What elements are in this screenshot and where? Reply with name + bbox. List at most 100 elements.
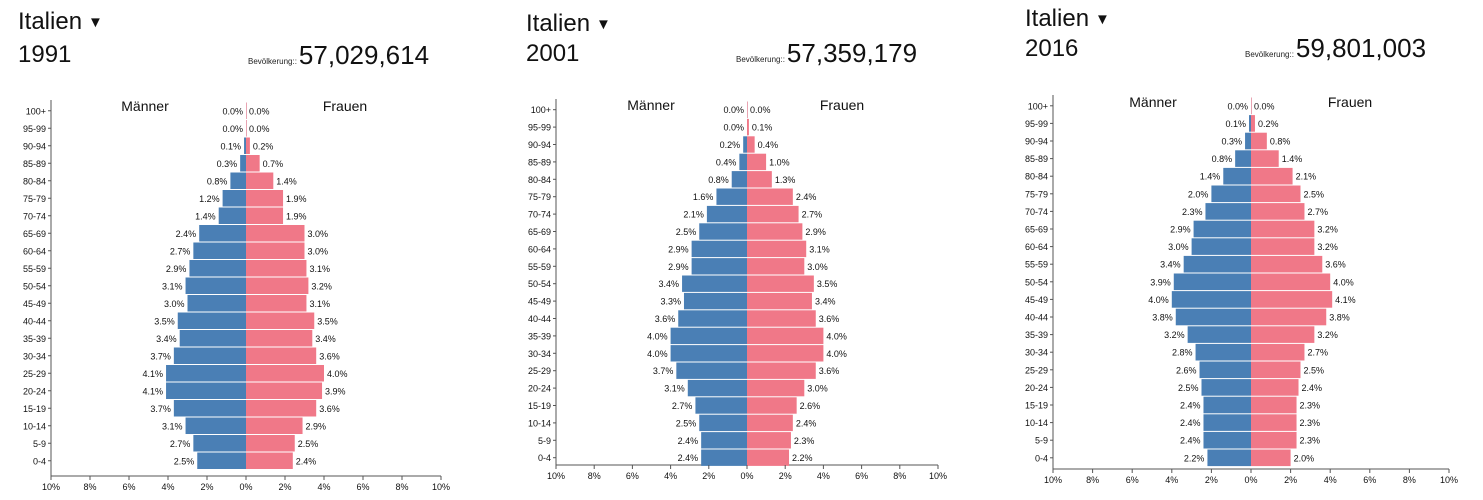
female-bar [1251, 255, 1323, 273]
population-summary: Bevölkerung::57,029,614 [248, 40, 429, 70]
age-group-label: 65-69 [1025, 225, 1048, 235]
female-value-label: 1.9% [286, 211, 307, 221]
male-bar [701, 449, 747, 466]
x-tick-label: 8% [893, 471, 906, 481]
male-bar [1191, 238, 1251, 255]
male-value-label: 4.1% [143, 369, 164, 379]
female-bar [246, 295, 307, 312]
female-bar [1251, 115, 1255, 132]
caret-down-icon: ▼ [596, 16, 611, 33]
x-tick-label: 2% [278, 482, 291, 492]
female-bar [1251, 431, 1297, 449]
female-value-label: 3.1% [309, 299, 330, 309]
x-tick-label: 4% [317, 482, 330, 492]
female-bar [1251, 220, 1315, 238]
age-group-label: 20-24 [23, 386, 46, 396]
female-bar [747, 101, 748, 118]
male-value-label: 2.4% [1180, 436, 1201, 446]
male-bar [185, 277, 246, 294]
female-bar [1251, 326, 1315, 343]
male-value-label: 3.4% [1160, 260, 1181, 270]
female-bar [1251, 238, 1315, 255]
pyramid-panel-2016: Italien ▼ 2016 Bevölkerung::59,801,003 Mä… [1025, 0, 1483, 500]
male-value-label: 2.3% [1182, 207, 1203, 217]
female-value-label: 2.5% [1304, 365, 1325, 375]
male-bar [1175, 308, 1251, 326]
age-group-label: 100+ [26, 106, 46, 116]
female-value-label: 3.6% [819, 366, 840, 376]
country-selector[interactable]: Italien ▼ [18, 8, 103, 39]
female-value-label: 2.1% [1296, 172, 1317, 182]
age-group-label: 90-94 [23, 141, 46, 151]
male-bar [218, 207, 246, 224]
age-group-label: 45-49 [1025, 295, 1048, 305]
age-group-label: 85-89 [528, 157, 551, 167]
female-bar [246, 452, 293, 469]
male-value-label: 3.0% [1168, 242, 1189, 252]
male-value-label: 0.8% [1212, 154, 1233, 164]
x-tick-label: 8% [1086, 475, 1099, 485]
male-value-label: 3.1% [664, 384, 685, 394]
female-value-label: 1.4% [276, 176, 297, 186]
female-bar [246, 172, 274, 189]
female-bar [246, 277, 309, 294]
male-bar [1211, 185, 1251, 203]
age-group-label: 35-39 [1025, 330, 1048, 340]
female-bar [1251, 361, 1301, 379]
female-bar [246, 120, 247, 137]
age-group-label: 40-44 [23, 316, 46, 326]
x-tick-label: 10% [547, 471, 565, 481]
male-bar [691, 240, 747, 258]
male-value-label: 3.9% [1150, 277, 1171, 287]
male-value-label: 2.0% [1188, 189, 1209, 199]
female-bar [747, 205, 799, 223]
female-bar [1251, 396, 1297, 414]
female-value-label: 4.1% [1335, 295, 1356, 305]
male-value-label: 2.4% [678, 436, 699, 446]
female-bar [747, 414, 793, 432]
male-bar [1187, 326, 1251, 343]
male-bar [1223, 167, 1251, 185]
female-bar [1251, 150, 1279, 167]
x-tick-label: 6% [122, 482, 135, 492]
female-value-label: 1.9% [286, 194, 307, 204]
female-bar [246, 155, 260, 172]
population-pyramid-chart: Männer Frauen 100+ 0.0% 0.0% 95-99 0.0% 0.0% 90-… [23, 98, 450, 492]
male-value-label: 2.7% [170, 439, 191, 449]
age-group-label: 75-79 [1025, 189, 1048, 199]
male-bar [222, 190, 246, 207]
male-value-label: 0.3% [1222, 137, 1243, 147]
male-value-label: 2.9% [668, 262, 689, 272]
x-tick-label: 10% [1440, 475, 1458, 485]
country-selector[interactable]: Italien ▼ [526, 10, 611, 41]
male-bar [240, 155, 246, 172]
x-tick-label: 0% [239, 482, 252, 492]
male-bar [166, 365, 246, 382]
country-selector[interactable]: Italien ▼ [1025, 5, 1110, 36]
male-value-label: 0.8% [708, 175, 729, 185]
female-value-label: 0.0% [249, 124, 270, 134]
female-bar [747, 171, 772, 188]
male-bar [197, 452, 246, 469]
female-value-label: 1.3% [775, 175, 796, 185]
age-group-label: 45-49 [528, 297, 551, 307]
male-value-label: 4.1% [143, 386, 164, 396]
female-value-label: 2.3% [1300, 401, 1321, 411]
female-value-label: 0.0% [750, 105, 771, 115]
male-bar [199, 225, 246, 242]
age-group-label: 35-39 [23, 334, 46, 344]
male-bar [1203, 414, 1251, 431]
female-value-label: 3.6% [819, 314, 840, 324]
female-bar [747, 379, 805, 397]
age-group-label: 30-34 [528, 349, 551, 359]
x-tick-label: 4% [664, 471, 677, 481]
female-value-label: 3.1% [809, 244, 830, 254]
male-bar [699, 414, 747, 432]
x-tick-label: 8% [588, 471, 601, 481]
female-value-label: 0.8% [1270, 137, 1291, 147]
female-bar [1251, 308, 1327, 326]
female-value-label: 4.0% [826, 349, 847, 359]
age-group-label: 50-54 [1025, 277, 1048, 287]
male-bar [1203, 396, 1251, 414]
age-group-label: 50-54 [23, 281, 46, 291]
